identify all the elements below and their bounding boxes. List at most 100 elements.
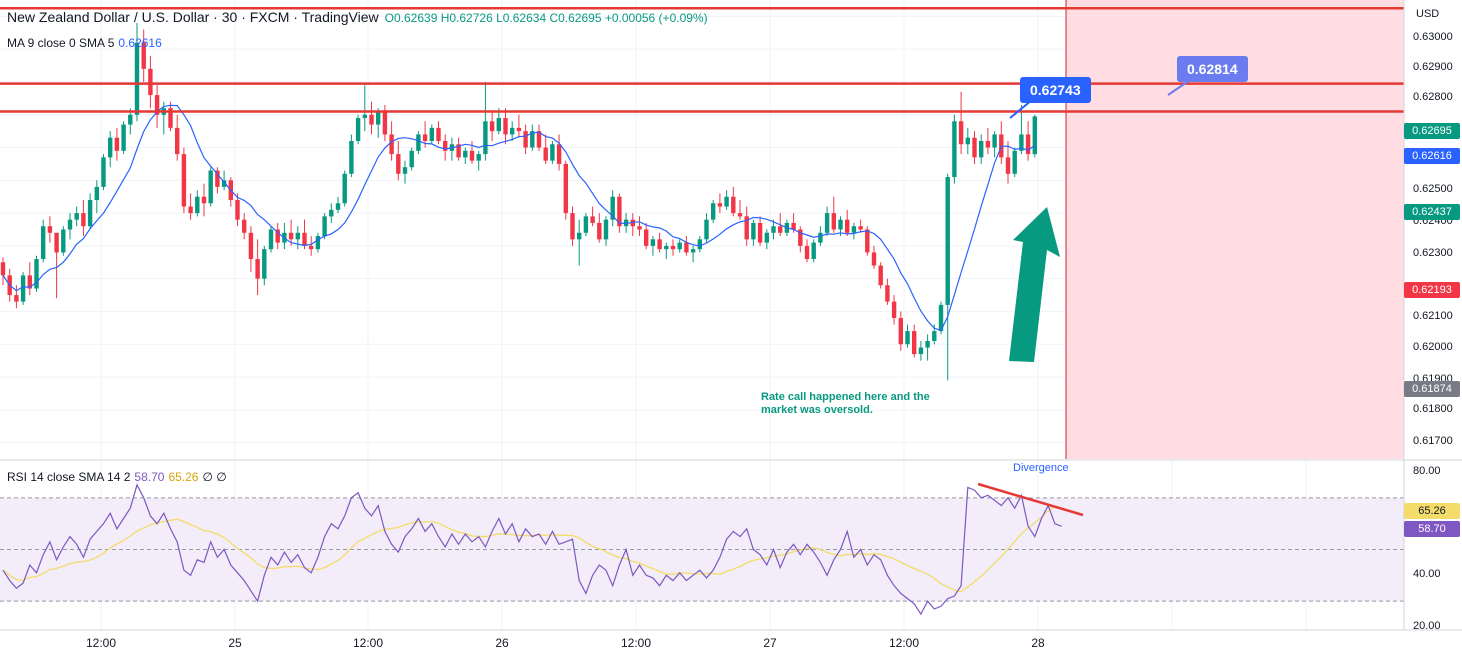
candle-body (1019, 134, 1024, 151)
ma-legend[interactable]: MA 9 close 0 SMA 5 0.62616 (7, 36, 162, 50)
rsi-level-lines (0, 497, 1404, 602)
candle-body (288, 232, 294, 240)
candle-body (871, 252, 877, 266)
candle-body (731, 196, 736, 214)
rate-call-note[interactable]: Rate call happened here and the market w… (761, 391, 930, 416)
candle-body (804, 245, 810, 260)
candle-body (268, 229, 274, 250)
candle-body (905, 331, 910, 345)
candle-body (335, 203, 341, 210)
candle-body (583, 216, 589, 233)
candle-body (925, 340, 930, 348)
candle-body (523, 131, 528, 148)
candle-body (81, 213, 86, 227)
divergence-label[interactable]: Divergence (1013, 462, 1069, 474)
price-badge: 0.61874 (1404, 381, 1460, 397)
candle-body (885, 285, 890, 302)
time-tick-label: 27 (763, 636, 777, 650)
price-badge: 0.62695 (1404, 123, 1460, 139)
candle-body (94, 186, 99, 200)
candle-body (396, 154, 401, 174)
candle-body (262, 249, 267, 279)
time-tick-label: 12:00 (85, 636, 117, 650)
candle-body (235, 199, 240, 220)
candle-body (47, 226, 53, 233)
candle-body (416, 134, 421, 151)
candle-body (912, 331, 917, 355)
candle-body (14, 295, 19, 302)
ma-legend-label[interactable]: MA 9 close 0 SMA 5 (7, 36, 115, 50)
candle-body (329, 209, 334, 217)
candle-body (369, 114, 374, 125)
candle-body (516, 127, 522, 132)
rsi-legend-label[interactable]: RSI 14 close SMA 14 2 (7, 470, 131, 484)
candle-body (376, 111, 381, 125)
candle-body (664, 245, 669, 250)
candle-body (362, 114, 367, 119)
candle-body (295, 232, 300, 240)
candle-body (677, 242, 682, 250)
candle-body (992, 134, 997, 148)
candle-body (845, 219, 850, 233)
candle-body (778, 226, 783, 233)
candle-body (315, 236, 321, 250)
candle-body (402, 167, 408, 174)
candle-body (697, 239, 702, 250)
candle-body (34, 259, 39, 289)
candle-body (429, 127, 434, 141)
candle-body (717, 203, 723, 207)
candle-body (148, 68, 153, 96)
currency-label[interactable]: USD (1416, 8, 1440, 20)
price-tick-label: 0.62300 (1413, 247, 1453, 259)
rsi-tick-label: 80.00 (1413, 465, 1441, 477)
symbol-legend[interactable]: New Zealand Dollar / U.S. Dollar · 30 · … (7, 9, 708, 25)
candle-body (436, 127, 441, 141)
candle-body (1025, 134, 1031, 155)
candle-body (134, 42, 140, 115)
candle-body (101, 157, 106, 187)
time-tick-label: 12:00 (352, 636, 384, 650)
candle-body (724, 196, 729, 207)
candle-body (476, 154, 481, 161)
candle-body (141, 42, 146, 69)
candle-body (570, 213, 575, 240)
candle-body (342, 173, 347, 204)
candle-body (489, 121, 495, 132)
green-up-arrow[interactable] (1009, 207, 1060, 362)
candle-body (670, 245, 676, 250)
candle-body (865, 229, 870, 253)
candle-body (195, 196, 200, 214)
candle-body (128, 114, 133, 125)
candle-body (483, 121, 488, 155)
candle-body (764, 232, 769, 243)
candle-body (215, 170, 220, 187)
horizontal-levels[interactable] (0, 6, 1404, 113)
candle-body (898, 318, 903, 345)
candle-body (985, 140, 991, 148)
callout-label-2[interactable]: 0.62814 (1177, 56, 1248, 82)
candle-body (891, 301, 897, 319)
candle-body (878, 265, 883, 286)
divergence-line[interactable] (977, 482, 1084, 517)
candle-body (503, 118, 508, 135)
rsi-sma-legend-value: 65.26 (168, 470, 199, 484)
candle-body (704, 219, 709, 240)
rsi-tick-label: 20.00 (1413, 620, 1441, 632)
candle-body (751, 222, 756, 240)
symbol-title[interactable]: New Zealand Dollar / U.S. Dollar · 30 · … (7, 9, 379, 25)
callout-label-1[interactable]: 0.62743 (1020, 77, 1091, 103)
candlesticks (0, 22, 1037, 381)
callout-pointer-1 (1009, 99, 1033, 119)
candle-body (590, 216, 595, 223)
time-tick-label: 28 (1031, 636, 1045, 650)
candle-body (791, 222, 796, 230)
ma-line (2, 104, 1036, 332)
rsi-legend[interactable]: RSI 14 close SMA 14 2 58.70 65.26 ∅ ∅ (7, 470, 227, 484)
candle-body (838, 219, 843, 230)
price-tick-label: 0.61800 (1413, 403, 1453, 415)
candle-body (0, 262, 6, 276)
candle-body (443, 140, 448, 151)
candle-body (456, 144, 461, 158)
candle-body (530, 131, 535, 148)
